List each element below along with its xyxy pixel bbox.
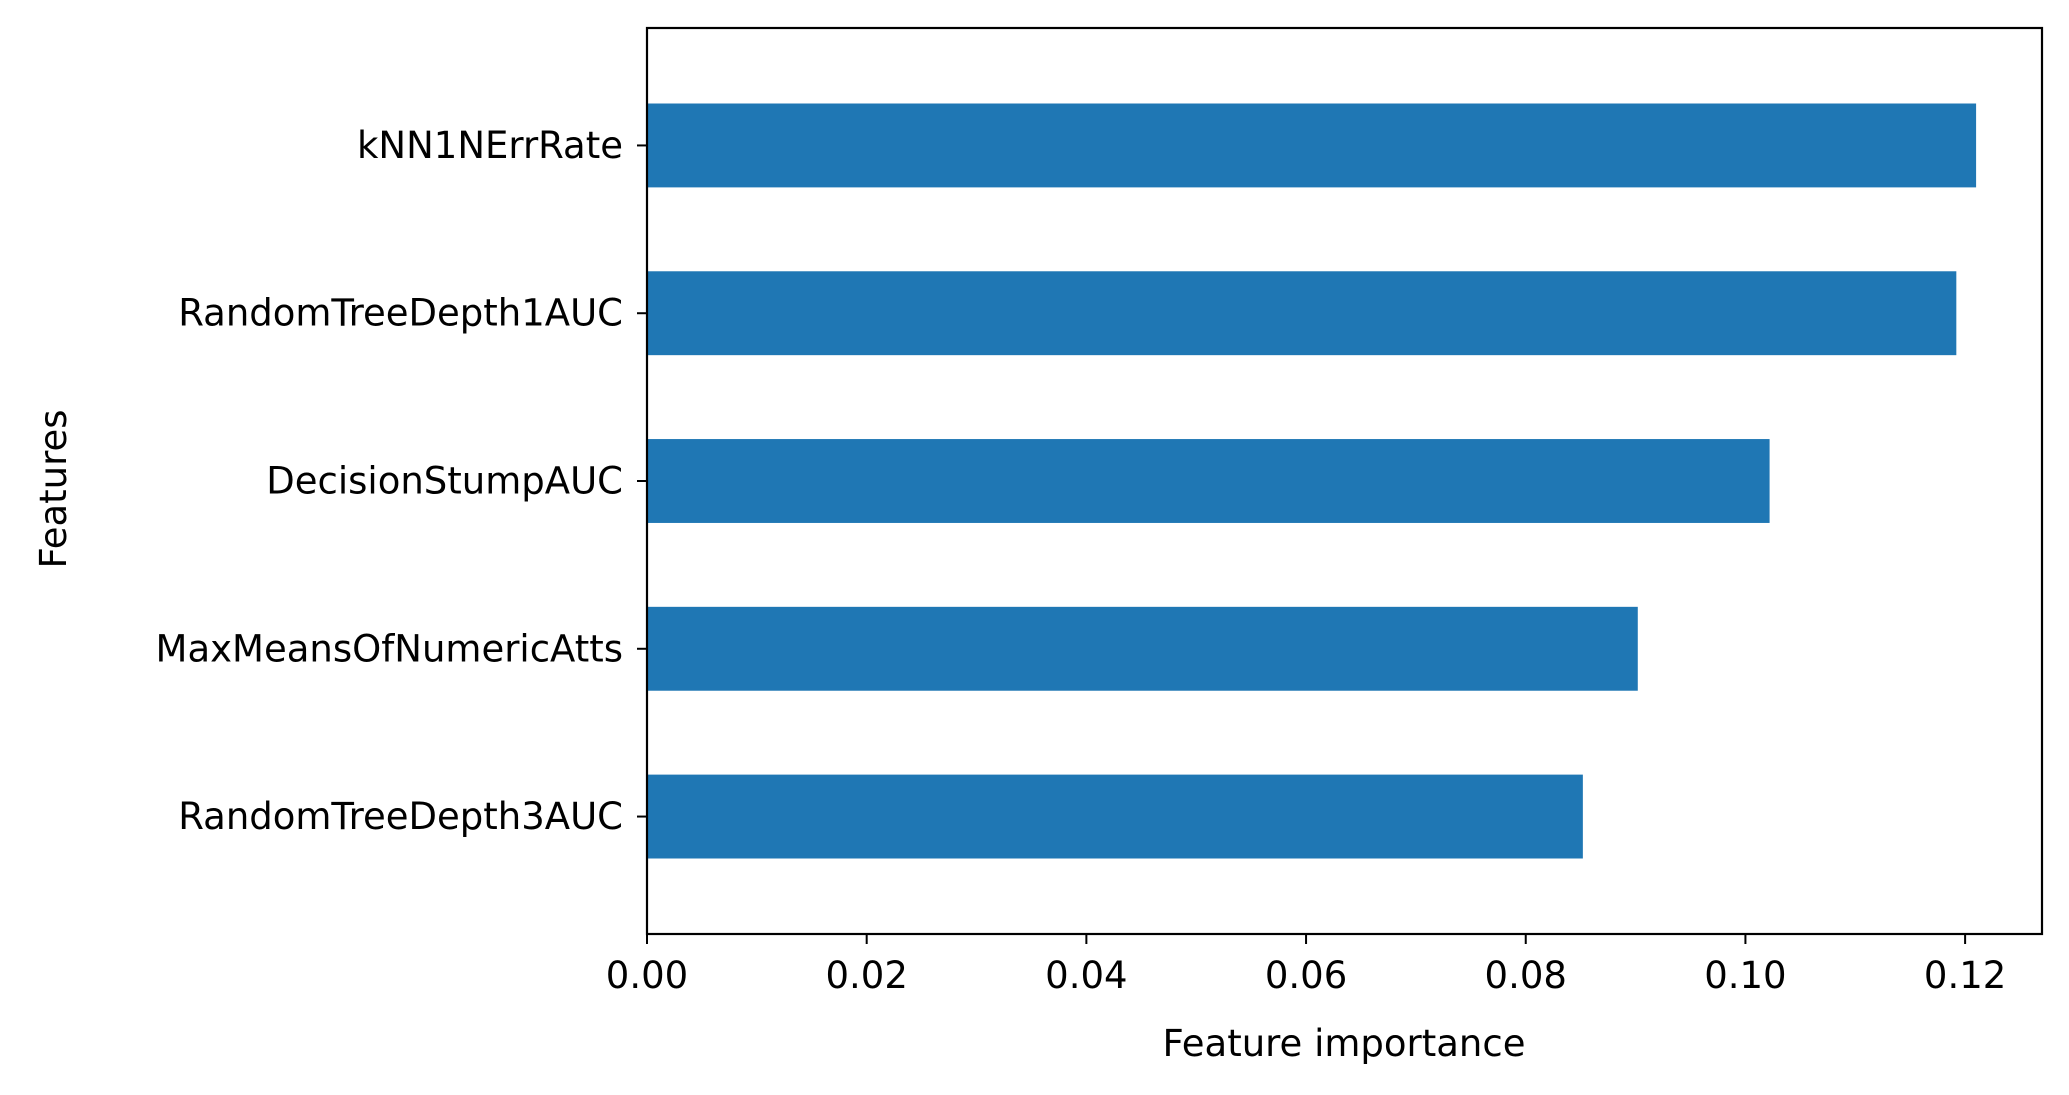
x-axis-label: Feature importance [1163, 1022, 1526, 1065]
bar-2 [647, 271, 1957, 356]
x-tick-label: 0.00 [606, 954, 688, 997]
y-tick-label: RandomTreeDepth1AUC [178, 292, 623, 335]
y-tick-label: kNN1NErrRate [357, 124, 623, 167]
y-tick-label: RandomTreeDepth3AUC [178, 795, 623, 838]
y-axis-label: Features [32, 409, 75, 568]
y-tick-label: DecisionStumpAUC [266, 460, 623, 503]
bar-3 [647, 439, 1770, 523]
bar-4 [647, 606, 1638, 691]
y-ticks-group: kNN1NErrRate RandomTreeDepth1AUC DecisionS… [156, 124, 647, 838]
x-ticks-group: 0.00 0.02 0.04 0.06 0.08 0.10 0.12 [606, 934, 2006, 997]
x-tick-label: 0.04 [1045, 954, 1127, 997]
x-tick-label: 0.06 [1265, 954, 1347, 997]
x-tick-label: 0.10 [1704, 954, 1786, 997]
bar-5 [647, 774, 1583, 859]
y-tick-label: MaxMeansOfNumericAtts [156, 627, 623, 670]
bar-1 [647, 103, 1977, 188]
x-tick-label: 0.08 [1485, 954, 1567, 997]
x-tick-label: 0.12 [1924, 954, 2006, 997]
plot-frame [645, 26, 2044, 936]
x-tick-label: 0.02 [825, 954, 907, 997]
bars-group [647, 103, 1977, 859]
